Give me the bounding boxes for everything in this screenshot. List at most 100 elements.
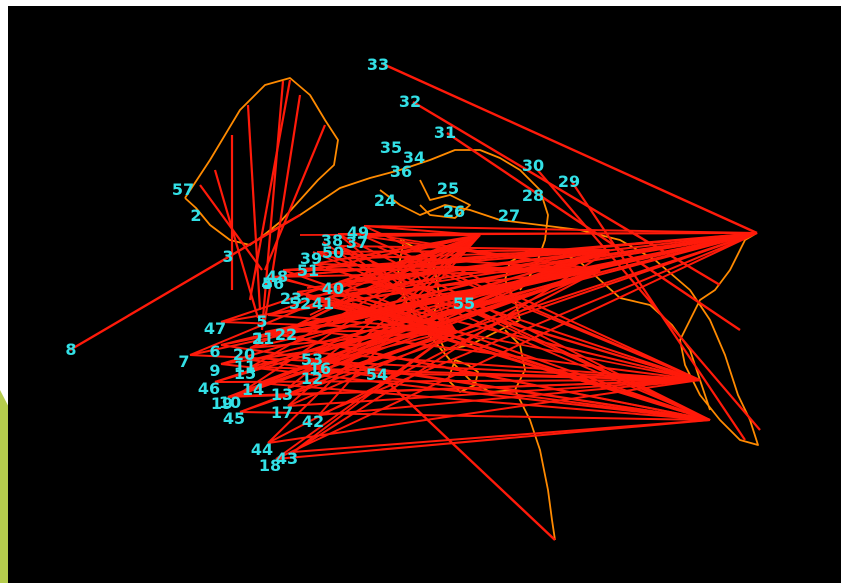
point-label-53: 53	[301, 350, 323, 369]
point-label-13: 13	[271, 385, 293, 404]
scapula-muscle-line	[263, 94, 302, 321]
muscle-line-8	[69, 213, 301, 352]
point-label-1: 1	[253, 329, 264, 348]
point-label-22: 22	[275, 325, 297, 344]
point-label-23: 23	[280, 289, 302, 308]
point-label-35: 35	[380, 138, 402, 157]
point-label-39: 39	[300, 249, 322, 268]
point-label-26: 26	[443, 202, 465, 221]
point-label-54: 54	[366, 365, 388, 384]
bundle-muscle-line	[390, 232, 758, 265]
bundle-muscle-line	[387, 236, 601, 271]
point-label-7: 7	[178, 352, 189, 371]
point-label-49: 49	[347, 223, 369, 242]
muscle-line	[220, 234, 481, 323]
point-label-10: 10	[219, 393, 241, 412]
muscle-line	[316, 251, 701, 381]
muscle-line	[363, 225, 758, 234]
muscle-line	[239, 411, 711, 421]
point-label-31: 31	[434, 123, 456, 142]
bundle-muscle-line	[322, 241, 456, 331]
point-label-3: 3	[222, 247, 233, 266]
bundle-muscle-line	[345, 248, 711, 421]
point-label-30: 30	[522, 156, 544, 175]
muscle-line	[337, 233, 456, 331]
muscle-line	[292, 249, 611, 453]
bundle-muscle-line	[332, 232, 758, 323]
point-label-11: 11	[234, 357, 256, 376]
point-label-8: 8	[65, 340, 76, 359]
upper-outline	[263, 149, 549, 291]
bundle-muscle-line	[374, 309, 711, 421]
point-label-33: 33	[367, 55, 389, 74]
point-label-18: 18	[259, 456, 281, 475]
point-label-25: 25	[437, 179, 459, 198]
bundle-muscle-line	[400, 234, 481, 255]
point-label-52: 52	[289, 294, 311, 313]
point-label-55: 55	[453, 294, 475, 313]
point-label-20: 20	[233, 345, 255, 364]
bundle-muscle-line	[309, 234, 481, 316]
point-label-19: 19	[211, 394, 233, 413]
muscle-line	[278, 276, 456, 331]
point-label-6: 6	[209, 342, 220, 361]
point-label-36: 36	[390, 162, 412, 181]
muscle-line	[292, 329, 456, 453]
muscle-line	[278, 234, 481, 278]
point-label-51: 51	[297, 261, 319, 280]
bundle-muscle-line	[348, 275, 701, 381]
point-label-21: 21	[252, 329, 274, 348]
point-label-17: 17	[271, 403, 293, 422]
point-label-46: 46	[198, 379, 220, 398]
scapula-muscle-line	[199, 184, 263, 271]
muscle-lines	[69, 62, 761, 541]
pelvis-outline	[379, 189, 759, 446]
point-label-15: 15	[234, 364, 256, 383]
scapula-muscle-line	[260, 80, 285, 331]
point-label-5: 5	[256, 312, 267, 331]
muscle-line-29	[571, 181, 746, 441]
bundle-muscle-line	[416, 269, 601, 299]
point-label-34: 34	[403, 148, 425, 167]
point-label-41: 41	[312, 294, 334, 313]
muscle-line	[305, 296, 456, 331]
skeleton-viewer[interactable]: 1 2 3 4 5 6 7 8 9 10 11 12 13 14 15 16 17 18 19 20 21 22 23 24 2…	[8, 6, 841, 583]
bundle-muscle-line	[299, 232, 758, 236]
point-label-43: 43	[276, 449, 298, 468]
point-label-12: 12	[301, 369, 323, 388]
point-label-29: 29	[558, 172, 580, 191]
point-label-32: 32	[399, 92, 421, 111]
point-label-9: 9	[209, 361, 220, 380]
point-label-47: 47	[204, 319, 226, 338]
point-label-57: 57	[172, 180, 194, 199]
muscle-line	[258, 382, 711, 421]
bundle-muscle-line	[358, 265, 601, 271]
muscle-line	[239, 329, 456, 413]
sacrum-outline	[419, 179, 471, 219]
point-label-38: 38	[321, 231, 343, 250]
point-label-44: 44	[251, 440, 273, 459]
bundle-muscle-line	[319, 304, 701, 381]
muscle-line	[220, 232, 758, 323]
bundle-muscle-line	[306, 249, 611, 289]
point-label-56: 56	[262, 274, 284, 293]
muscle-line	[275, 232, 758, 460]
muscle-line	[214, 379, 701, 383]
muscle-line	[363, 225, 701, 381]
point-label-4: 4	[261, 274, 272, 293]
muscle-line	[318, 232, 758, 416]
point-label-14: 14	[242, 380, 264, 399]
scapula-muscle-line	[213, 169, 260, 319]
muscle-line-33	[382, 62, 758, 235]
muscle-line-54	[379, 374, 556, 541]
point-label-50: 50	[322, 243, 344, 262]
point-label-40: 40	[322, 279, 344, 298]
bundle-muscle-line	[377, 246, 701, 381]
scapula-muscle-line	[263, 124, 327, 271]
scapula-outline	[184, 77, 339, 246]
point-label-27: 27	[498, 206, 520, 225]
femur-outline	[514, 389, 556, 541]
scapula-muscle-line	[246, 104, 262, 311]
